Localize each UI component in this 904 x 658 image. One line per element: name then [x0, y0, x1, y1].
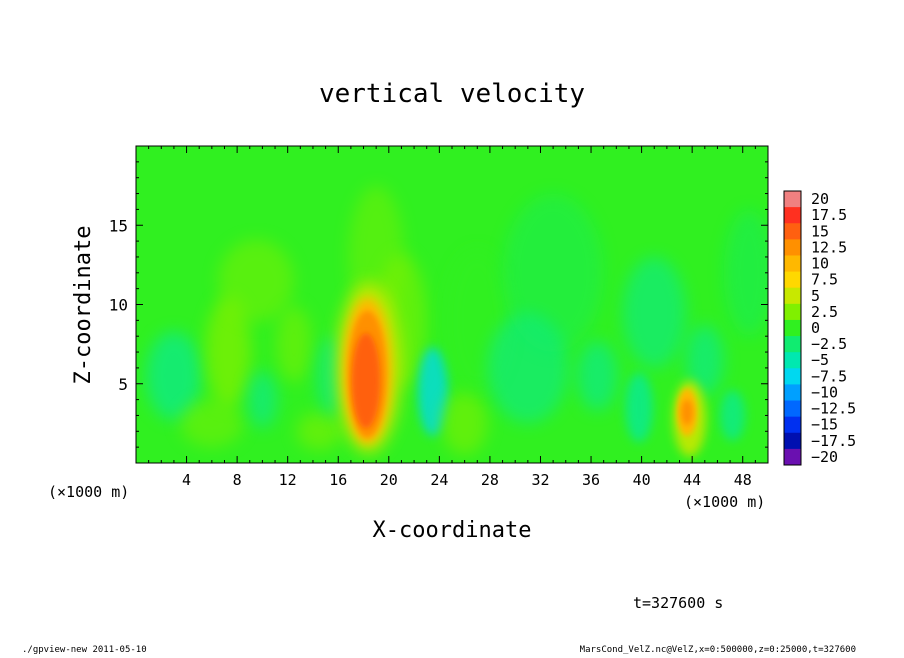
x-tick-label: 8: [233, 471, 242, 489]
heatmap-blob: [417, 347, 449, 437]
colorbar-label: −20: [811, 448, 838, 466]
colorbar-cell: [784, 223, 801, 240]
colorbar-cell: [784, 336, 801, 353]
heatmap-blob: [296, 412, 343, 451]
colorbar-label: −12.5: [811, 400, 856, 418]
x-unit-left: (×1000 m): [48, 483, 129, 501]
heatmap-blob: [719, 390, 746, 441]
colorbar-label: 12.5: [811, 238, 847, 256]
heatmap-blob: [625, 372, 653, 443]
x-tick-label: 24: [430, 471, 448, 489]
colorbar-label: 2.5: [811, 303, 838, 321]
y-axis-label: Z-coordinate: [71, 226, 96, 385]
colorbar-label: 15: [811, 222, 829, 240]
colorbar-label: 7.5: [811, 271, 838, 289]
colorbar-label: −17.5: [811, 432, 856, 450]
x-tick-label: 28: [481, 471, 499, 489]
x-tick-label: 12: [279, 471, 297, 489]
colorbar-cell: [784, 239, 801, 256]
colorbar-label: 0: [811, 319, 820, 337]
colorbar-label: −2.5: [811, 335, 847, 353]
colorbar-cell: [784, 303, 801, 321]
heatmap-blob: [352, 333, 380, 429]
colorbar-cell: [784, 207, 801, 224]
x-axis: 4 8 12 16 20 24 28 32 36 40 44 48: [148, 146, 756, 489]
colorbar-label: 5: [811, 287, 820, 305]
plot-area: [136, 146, 768, 463]
time-label: t=327600 s: [633, 594, 723, 612]
x-tick-label: 44: [683, 471, 701, 489]
colorbar-cell: [784, 400, 801, 418]
colorbar-cell: [784, 416, 801, 434]
colorbar-label: −7.5: [811, 367, 847, 385]
colorbar-cell: [784, 191, 801, 208]
colorbar-cell: [784, 287, 801, 305]
x-tick-label: 16: [329, 471, 347, 489]
heatmap-blob: [146, 331, 202, 421]
colorbar-cell: [784, 352, 801, 369]
footer-right: MarsCond_VelZ.nc@VelZ,x=0:500000,z=0:250…: [580, 645, 856, 654]
colorbar-label: −15: [811, 416, 838, 434]
colorbar-frame: [783, 190, 802, 466]
heatmap-blob: [577, 340, 618, 411]
footer-left: ./gpview-new 2011-05-10: [22, 645, 147, 654]
colorbar-label: 20: [811, 190, 829, 208]
heatmap-blob: [502, 193, 604, 353]
x-tick-label: 36: [582, 471, 600, 489]
heatmap-blob: [723, 209, 768, 337]
colorbar-label: −10: [811, 383, 838, 401]
heatmap-blob: [685, 325, 724, 395]
x-tick-label: 48: [734, 471, 752, 489]
y-axis: 5 10 15: [109, 161, 768, 448]
colorbar: 2017.51512.5107.552.50−2.5−5−7.5−10−12.5…: [783, 190, 856, 466]
colorbar-label: 17.5: [811, 206, 847, 224]
x-unit-right: (×1000 m): [684, 493, 765, 511]
x-axis-label: X-coordinate: [373, 518, 532, 543]
colorbar-label: 10: [811, 255, 829, 273]
y-tick-label: 10: [109, 296, 128, 315]
colorbar-label: −5: [811, 351, 829, 369]
x-tick-label: 40: [633, 471, 651, 489]
heatmap-blob: [180, 399, 244, 448]
x-tick-label: 32: [531, 471, 549, 489]
heatmap-blob: [247, 371, 278, 429]
colorbar-cell: [784, 384, 801, 402]
colorbar-cell: [784, 255, 801, 273]
colorbar-cell: [784, 368, 801, 385]
colorbar-cell: [784, 319, 801, 337]
colorbar-cell: [784, 448, 801, 466]
colorbar-cell: [784, 432, 801, 450]
colorbar-cell: [784, 271, 801, 289]
heatmap-blob: [441, 391, 488, 456]
features-layer: [146, 185, 768, 457]
x-tick-label: 4: [182, 471, 191, 489]
y-tick-label: 15: [109, 216, 128, 235]
y-tick-label: 5: [118, 375, 128, 394]
heatmap-blob: [218, 239, 294, 322]
heatmap-blob: [681, 399, 693, 425]
heatmap-blob: [276, 306, 312, 383]
x-tick-label: 20: [380, 471, 398, 489]
chart-title: vertical velocity: [319, 79, 585, 109]
heatmap-blob: [622, 256, 686, 368]
heatmap-blob: [205, 296, 252, 408]
